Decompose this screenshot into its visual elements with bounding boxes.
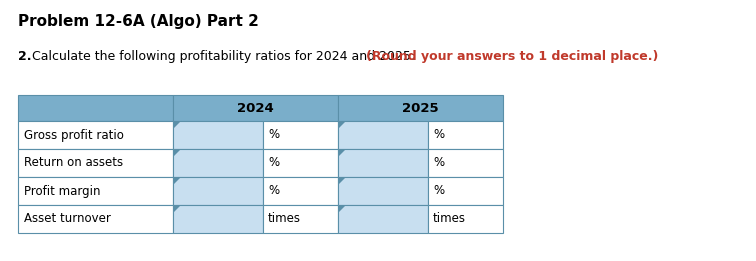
Text: Asset turnover: Asset turnover [24,212,111,226]
Bar [338,205,428,233]
Text: 2024: 2024 [237,102,274,115]
Text: %: % [433,128,444,141]
Polygon shape [339,178,345,184]
Bar [173,177,263,205]
Bar [263,149,338,177]
Polygon shape [174,178,180,184]
Bar [428,149,503,177]
Bar [263,205,338,233]
Text: %: % [433,185,444,198]
Text: Gross profit ratio: Gross profit ratio [24,128,124,141]
Text: %: % [268,185,279,198]
Bar [428,177,503,205]
Text: %: % [268,157,279,169]
Polygon shape [174,206,180,212]
Bar [263,177,338,205]
Text: %: % [433,157,444,169]
Bar [428,121,503,149]
Polygon shape [174,122,180,128]
Bar [18,177,173,205]
Polygon shape [174,150,180,156]
Bar [18,95,173,121]
Bar [338,121,428,149]
Bar [173,121,263,149]
Text: Profit margin: Profit margin [24,185,101,198]
Polygon shape [339,150,345,156]
Bar [173,149,263,177]
Text: Return on assets: Return on assets [24,157,123,169]
Text: 2.: 2. [18,50,32,63]
Bar [263,121,338,149]
Bar [18,149,173,177]
Text: 2025: 2025 [402,102,438,115]
Bar [18,205,173,233]
Bar [338,149,428,177]
Text: times: times [268,212,301,226]
Polygon shape [339,206,345,212]
Text: Calculate the following profitability ratios for 2024 and 2025:: Calculate the following profitability ra… [28,50,419,63]
Bar [428,205,503,233]
Bar [338,177,428,205]
Text: %: % [268,128,279,141]
Text: Problem 12-6A (Algo) Part 2: Problem 12-6A (Algo) Part 2 [18,14,259,29]
Bar [18,121,173,149]
Bar [338,95,503,121]
Text: (Round your answers to 1 decimal place.): (Round your answers to 1 decimal place.) [366,50,658,63]
Bar [173,205,263,233]
Polygon shape [339,122,345,128]
Text: times: times [433,212,466,226]
Bar [173,95,338,121]
